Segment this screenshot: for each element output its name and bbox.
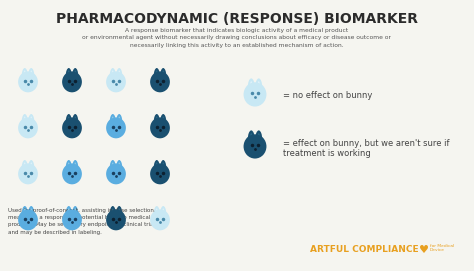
Text: = no effect on bunny: = no effect on bunny xyxy=(283,92,373,101)
Ellipse shape xyxy=(72,114,78,130)
Ellipse shape xyxy=(154,160,160,176)
Ellipse shape xyxy=(66,160,72,176)
Ellipse shape xyxy=(68,117,70,128)
Ellipse shape xyxy=(155,208,158,220)
Ellipse shape xyxy=(30,208,32,220)
Ellipse shape xyxy=(68,208,70,220)
Ellipse shape xyxy=(18,209,38,230)
Ellipse shape xyxy=(106,117,126,138)
Ellipse shape xyxy=(28,206,34,222)
Ellipse shape xyxy=(250,81,253,94)
Ellipse shape xyxy=(111,70,114,82)
Ellipse shape xyxy=(118,117,120,128)
Ellipse shape xyxy=(250,133,253,146)
Ellipse shape xyxy=(116,68,122,84)
Ellipse shape xyxy=(118,70,120,82)
Text: treatment is working: treatment is working xyxy=(283,150,371,159)
Ellipse shape xyxy=(111,208,114,220)
Ellipse shape xyxy=(154,206,160,222)
Ellipse shape xyxy=(154,114,160,130)
Ellipse shape xyxy=(116,206,122,222)
Ellipse shape xyxy=(162,117,164,128)
Ellipse shape xyxy=(74,70,76,82)
Ellipse shape xyxy=(106,163,126,184)
Ellipse shape xyxy=(18,163,38,184)
Ellipse shape xyxy=(74,208,76,220)
Text: = effect on bunny, but we aren't sure if: = effect on bunny, but we aren't sure if xyxy=(283,138,449,147)
Ellipse shape xyxy=(24,162,26,174)
Ellipse shape xyxy=(257,81,260,94)
Ellipse shape xyxy=(28,114,34,130)
Ellipse shape xyxy=(22,206,28,222)
Ellipse shape xyxy=(162,70,164,82)
Ellipse shape xyxy=(162,162,164,174)
Ellipse shape xyxy=(160,160,166,176)
Ellipse shape xyxy=(62,163,82,184)
Ellipse shape xyxy=(248,130,255,149)
Ellipse shape xyxy=(24,70,26,82)
Text: ♥: ♥ xyxy=(419,245,429,255)
Ellipse shape xyxy=(72,160,78,176)
Ellipse shape xyxy=(18,117,38,138)
Text: PHARMACODYNAMIC (RESPONSE) BIOMARKER: PHARMACODYNAMIC (RESPONSE) BIOMARKER xyxy=(56,12,418,26)
Ellipse shape xyxy=(154,68,160,84)
Ellipse shape xyxy=(106,72,126,92)
Ellipse shape xyxy=(22,114,28,130)
Ellipse shape xyxy=(30,162,32,174)
Ellipse shape xyxy=(24,117,26,128)
Ellipse shape xyxy=(109,206,116,222)
Ellipse shape xyxy=(28,68,34,84)
Ellipse shape xyxy=(118,162,120,174)
Ellipse shape xyxy=(24,208,26,220)
Ellipse shape xyxy=(109,160,116,176)
Ellipse shape xyxy=(155,162,158,174)
Ellipse shape xyxy=(257,133,260,146)
Ellipse shape xyxy=(68,162,70,174)
Ellipse shape xyxy=(150,72,170,92)
Ellipse shape xyxy=(150,163,170,184)
Ellipse shape xyxy=(111,117,114,128)
Text: ARTFUL COMPLIANCE: ARTFUL COMPLIANCE xyxy=(310,246,419,254)
Ellipse shape xyxy=(255,130,262,149)
Ellipse shape xyxy=(106,209,126,230)
Ellipse shape xyxy=(244,134,266,159)
Ellipse shape xyxy=(116,160,122,176)
Ellipse shape xyxy=(244,82,266,107)
Ellipse shape xyxy=(160,114,166,130)
Ellipse shape xyxy=(74,162,76,174)
Ellipse shape xyxy=(150,117,170,138)
Ellipse shape xyxy=(155,117,158,128)
Ellipse shape xyxy=(28,160,34,176)
Ellipse shape xyxy=(22,68,28,84)
Ellipse shape xyxy=(118,208,120,220)
Ellipse shape xyxy=(255,78,262,97)
Ellipse shape xyxy=(72,206,78,222)
Ellipse shape xyxy=(30,70,32,82)
Text: for Medical
Device: for Medical Device xyxy=(430,244,454,253)
Text: A response biomarker that indicates biologic activity of a medical product
or en: A response biomarker that indicates biol… xyxy=(82,28,392,48)
Ellipse shape xyxy=(109,114,116,130)
Ellipse shape xyxy=(160,68,166,84)
Ellipse shape xyxy=(150,209,170,230)
Ellipse shape xyxy=(62,72,82,92)
Ellipse shape xyxy=(109,68,116,84)
Ellipse shape xyxy=(66,114,72,130)
Ellipse shape xyxy=(72,68,78,84)
Ellipse shape xyxy=(22,160,28,176)
Ellipse shape xyxy=(62,209,82,230)
Ellipse shape xyxy=(30,117,32,128)
Ellipse shape xyxy=(66,68,72,84)
Ellipse shape xyxy=(66,206,72,222)
Ellipse shape xyxy=(162,208,164,220)
Ellipse shape xyxy=(155,70,158,82)
Ellipse shape xyxy=(68,70,70,82)
Ellipse shape xyxy=(160,206,166,222)
Ellipse shape xyxy=(18,72,38,92)
Ellipse shape xyxy=(74,117,76,128)
Ellipse shape xyxy=(62,117,82,138)
Text: Used for proof-of-concept, assisting in dose selection,
measuring a response or : Used for proof-of-concept, assisting in … xyxy=(8,208,158,235)
Ellipse shape xyxy=(248,78,255,97)
Ellipse shape xyxy=(111,162,114,174)
Ellipse shape xyxy=(116,114,122,130)
